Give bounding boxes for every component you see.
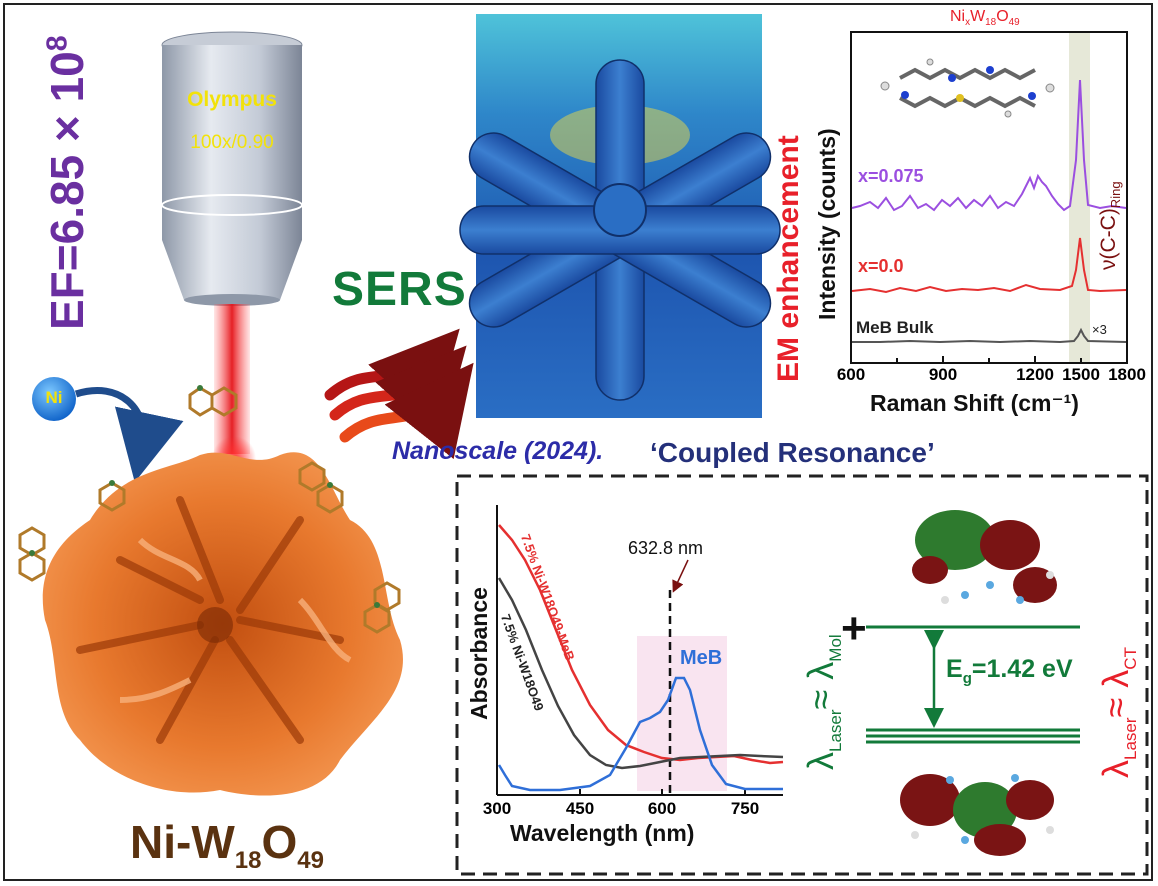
figure-frame [3,3,1153,881]
raman-trace-red [851,237,1127,294]
absorbance-xtick-450: 450 [565,799,595,818]
sers-label: SERS [332,263,467,316]
em-field-simulation [459,14,781,418]
energy-diagram [866,510,1080,856]
molecule-atoms [29,385,380,608]
absorbance-curve-red [498,524,784,765]
coupled-resonance-title: ‘Coupled Resonance’ [650,437,935,468]
coupled-resonance-box [455,474,1149,876]
raman-chart [850,31,1128,364]
laser-beam [214,304,250,454]
lumo-orbital [912,510,1057,604]
citation: Nanoscale (2024). [392,437,604,465]
enhancement-factor-label: EF=6.85 × 108 [41,35,93,330]
meb-label: MeB [680,647,723,669]
raman-xtick-900: 900 [928,365,958,384]
homo-orbital [900,774,1054,856]
laser-wavelength-label: 632.8 nm [628,538,704,558]
raman-ylabel: Intensity (counts) [814,128,840,320]
absorbance-curve-gray [497,577,784,770]
raman-xlabel: Raman Shift (cm⁻¹) [870,390,1079,416]
raman-trace-gray [852,327,1127,344]
bandgap-label: Eg=1.42 eV [946,655,1073,687]
ni-atom-label: Ni [45,388,63,407]
absorbance-xtick-300: 300 [482,799,512,818]
raman-multiplier: ×3 [1092,322,1107,337]
doping-arrow [74,387,184,483]
em-enhancement-label: EM enhancement [772,135,805,382]
objective-lens [161,31,303,306]
adsorbed-molecules [18,386,401,634]
absorbance-curve-blue [497,676,783,792]
absorbance-xtick-750: 750 [730,799,760,818]
raman-xtick-1500: 1500 [1062,365,1100,384]
objective-brand: Olympus [187,88,277,111]
raman-xticks-marks [850,356,1128,363]
absorbance-xlabel: Wavelength (nm) [510,820,695,846]
ni-atom [32,377,76,421]
laser-pointer-arrow [672,559,689,593]
lambda-ct-label: λLaser≈ λCT [1095,647,1141,778]
raman-trace-label-00: x=0.0 [858,256,904,276]
raman-xtick-1800: 1800 [1108,365,1146,384]
lambda-mol-label: λLaser≈ λMol [800,634,846,770]
raman-xtick-600: 600 [836,365,866,384]
absorbance-chart [496,505,784,796]
absorbance-xtick-600: 600 [647,799,677,818]
product-label: Ni-W18O49 [130,816,324,875]
absorbance-ylabel: Absorbance [466,587,492,720]
objective-spec: 100x/0.90 [190,132,274,153]
plus-sign: + [841,604,867,653]
raman-trace-label-0075: x=0.075 [858,166,924,186]
nanoflower [42,452,403,796]
raman-mode-label: ν(C-C)Ring [1097,181,1124,270]
raman-trace-purple [851,79,1127,212]
sers-arrows [324,328,474,460]
raman-xtick-1200: 1200 [1016,365,1054,384]
meb-molecule-inset [880,58,1055,118]
raman-title: NixW18O49 [950,8,1020,29]
raman-trace-label-bulk: MeB Bulk [856,318,934,337]
